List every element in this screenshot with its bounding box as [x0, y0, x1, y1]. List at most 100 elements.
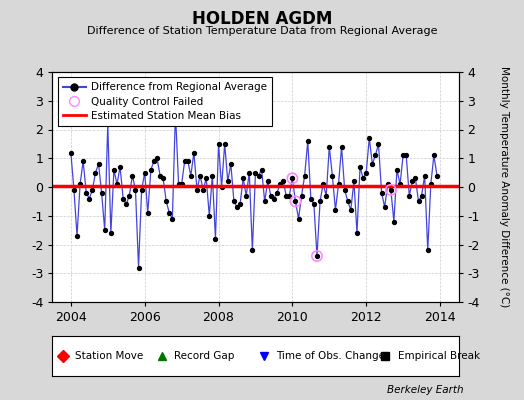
Point	[132, 187, 140, 193]
Point	[110, 166, 118, 173]
Point	[346, 207, 355, 213]
Point	[73, 233, 81, 239]
Point	[125, 192, 134, 199]
Text: Time of Obs. Change: Time of Obs. Change	[276, 351, 385, 361]
Point	[337, 144, 346, 150]
Point	[368, 161, 377, 167]
Point	[291, 198, 300, 204]
Point	[70, 187, 78, 193]
Point	[393, 166, 401, 173]
Point	[377, 190, 386, 196]
Point	[221, 141, 229, 147]
Point	[116, 164, 124, 170]
Point	[427, 181, 435, 187]
Point	[88, 187, 96, 193]
Point	[101, 227, 109, 233]
Point	[405, 192, 413, 199]
Point	[122, 201, 130, 208]
Point	[208, 172, 216, 179]
Point	[307, 195, 315, 202]
Point	[239, 175, 247, 182]
Point	[94, 161, 103, 167]
Point	[303, 138, 312, 144]
Point	[79, 158, 88, 164]
Point	[387, 187, 395, 193]
Point	[319, 181, 328, 187]
Point	[396, 181, 404, 187]
Point	[174, 181, 183, 187]
Point	[180, 158, 189, 164]
Point	[205, 212, 213, 219]
Point	[433, 172, 441, 179]
Text: Berkeley Earth: Berkeley Earth	[387, 385, 464, 395]
Point	[214, 141, 223, 147]
Point	[423, 247, 432, 254]
Point	[144, 210, 152, 216]
Point	[362, 170, 370, 176]
Point	[224, 178, 232, 184]
Point	[322, 192, 331, 199]
Point	[196, 172, 204, 179]
Point	[211, 236, 220, 242]
Point	[199, 187, 208, 193]
Point	[227, 161, 235, 167]
Point	[313, 253, 321, 259]
Point	[273, 190, 281, 196]
Point	[380, 204, 389, 210]
Point	[298, 192, 306, 199]
Point	[97, 190, 106, 196]
Point	[187, 172, 195, 179]
Point	[291, 198, 300, 204]
Point	[270, 195, 278, 202]
Point	[257, 166, 266, 173]
Point	[267, 192, 275, 199]
Point	[285, 192, 293, 199]
Point	[140, 170, 149, 176]
Point	[328, 172, 336, 179]
Point	[150, 158, 158, 164]
Point	[254, 172, 263, 179]
Point	[162, 198, 170, 204]
Point	[414, 198, 423, 204]
Point	[279, 178, 287, 184]
Point	[359, 175, 367, 182]
Point	[171, 109, 180, 116]
Point	[387, 187, 395, 193]
Point	[233, 204, 241, 210]
Point	[288, 175, 297, 182]
Point	[310, 201, 318, 208]
Point	[193, 187, 201, 193]
Point	[159, 175, 167, 182]
Point	[282, 192, 290, 199]
Text: Difference of Station Temperature Data from Regional Average: Difference of Station Temperature Data f…	[87, 26, 437, 36]
Point	[178, 181, 186, 187]
Point	[67, 149, 75, 156]
Point	[390, 218, 398, 225]
Point	[399, 152, 407, 158]
Point	[128, 172, 137, 179]
Point	[91, 170, 100, 176]
Y-axis label: Monthly Temperature Anomaly Difference (°C): Monthly Temperature Anomaly Difference (…	[499, 66, 509, 308]
Point	[134, 264, 143, 271]
Point	[242, 192, 250, 199]
Point	[374, 141, 383, 147]
Point	[356, 164, 364, 170]
Point	[165, 210, 173, 216]
Point	[430, 152, 438, 158]
Point	[365, 135, 374, 141]
Point	[230, 198, 238, 204]
Point	[153, 155, 161, 162]
Point	[341, 187, 349, 193]
Point	[344, 198, 352, 204]
Point	[248, 247, 257, 254]
Point	[156, 172, 165, 179]
Text: Record Gap: Record Gap	[174, 351, 235, 361]
Point	[82, 190, 91, 196]
Point	[300, 172, 309, 179]
Point	[251, 170, 259, 176]
Point	[418, 192, 426, 199]
Point	[85, 195, 93, 202]
Point	[313, 253, 321, 259]
Point	[420, 172, 429, 179]
Point	[107, 230, 115, 236]
